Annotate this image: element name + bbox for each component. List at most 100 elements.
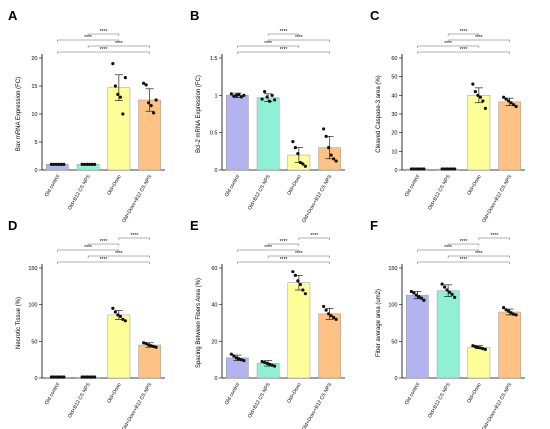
significance-bracket [118,237,150,240]
data-point [478,95,482,99]
data-point [298,160,302,165]
significance-bracket [237,51,330,54]
data-point [483,347,487,351]
y-tick-label: 0 [394,376,397,382]
panel-letter: B [190,8,199,23]
significance-bracket [57,51,150,54]
data-point [448,167,452,171]
data-point [154,345,158,349]
data-point [144,341,148,346]
significance-label: **** [115,41,123,47]
data-point [263,360,267,365]
data-point [237,357,241,361]
y-tick-label: 10 [31,112,37,118]
category-label: Old+B12 CS NPS [67,381,92,419]
data-point [52,162,56,166]
significance-bracket [87,33,120,36]
category-label: Old+B12 CS NPS [67,173,92,211]
data-point [111,306,115,310]
y-tick-label: 150 [28,266,37,272]
significance-label: **** [490,233,498,239]
significance-bracket [87,255,150,258]
y-axis-label: Cleaved Caspase-3 area (%) [376,75,382,152]
data-point [514,104,518,109]
y-tick-label: 100 [28,303,37,309]
category-label: Old+Doxo [106,382,122,405]
data-point [512,103,516,107]
bar [138,344,161,379]
panel-d: D Necrotic Tissue (%) 0 50 100 150 Old control… [8,218,165,429]
data-point [118,95,122,99]
significance-bracket [57,261,150,264]
data-point [417,167,421,171]
y-tick-label: 0 [214,168,217,174]
data-point [265,95,269,99]
bar [498,311,521,379]
y-tick-label: 0 [214,376,217,382]
y-tick-label: 1 [214,93,217,99]
data-point [85,162,89,166]
significance-label: **** [475,251,483,257]
data-point [509,101,513,105]
data-point [301,288,305,292]
significance-bracket [267,243,300,246]
category-label: Old+Doxo [286,382,302,405]
y-axis-label: Fiber average area (um2) [376,289,382,357]
bar [498,101,521,171]
data-point [123,76,127,80]
data-point [327,146,331,150]
significance-bracket [87,243,120,246]
data-point [512,312,516,316]
data-point [334,317,338,321]
data-point [242,93,246,97]
data-point [80,162,84,166]
significance-label: **** [280,257,288,263]
significance-label: **** [115,251,123,257]
data-point [504,97,508,101]
y-tick-label: 60 [391,56,397,62]
data-point [296,279,300,283]
y-tick-label: 150 [388,266,397,272]
data-point [409,167,413,171]
significance-label: **** [84,245,92,251]
data-point [443,167,447,171]
significance-bracket [447,255,510,258]
y-tick-label: 20 [391,131,397,137]
data-point [507,99,511,103]
significance-label: **** [130,233,138,239]
bar [467,346,491,379]
significance-bracket [267,255,330,258]
data-point [273,364,277,368]
data-point [504,308,508,312]
y-axis-label: Necrotic Tissue (%) [16,297,22,349]
significance-bracket [267,39,330,42]
significance-bracket [237,261,330,264]
significance-bracket [237,45,300,48]
data-point [453,167,457,171]
data-point [481,99,485,103]
significance-bracket [87,45,150,48]
data-point [445,288,449,292]
data-point [142,81,146,85]
significance-label: **** [264,245,272,251]
category-label: Old+B12 CS NPS [247,173,272,211]
bar [107,314,131,379]
data-point [263,90,267,94]
significance-bracket [417,261,510,264]
y-tick-label: 50 [391,339,397,345]
data-point [80,375,84,379]
data-point [265,361,269,365]
data-point [293,273,297,277]
data-point [83,375,87,379]
panel-e: E Spacing Between Fibers Area (%) 0 20 40 60 O… [190,218,345,429]
data-point [502,95,506,99]
y-axis-label: Bcl-2 mRNA Expression (FC) [196,75,202,153]
significance-bracket [57,39,120,42]
data-point [229,352,233,356]
data-point [113,310,117,314]
y-tick-label: 0 [394,168,397,174]
y-axis-label: Spacing Between Fibers Area (%) [196,278,202,368]
significance-label: **** [444,245,452,251]
y-tick-label: 40 [211,303,217,309]
data-point [260,97,264,101]
